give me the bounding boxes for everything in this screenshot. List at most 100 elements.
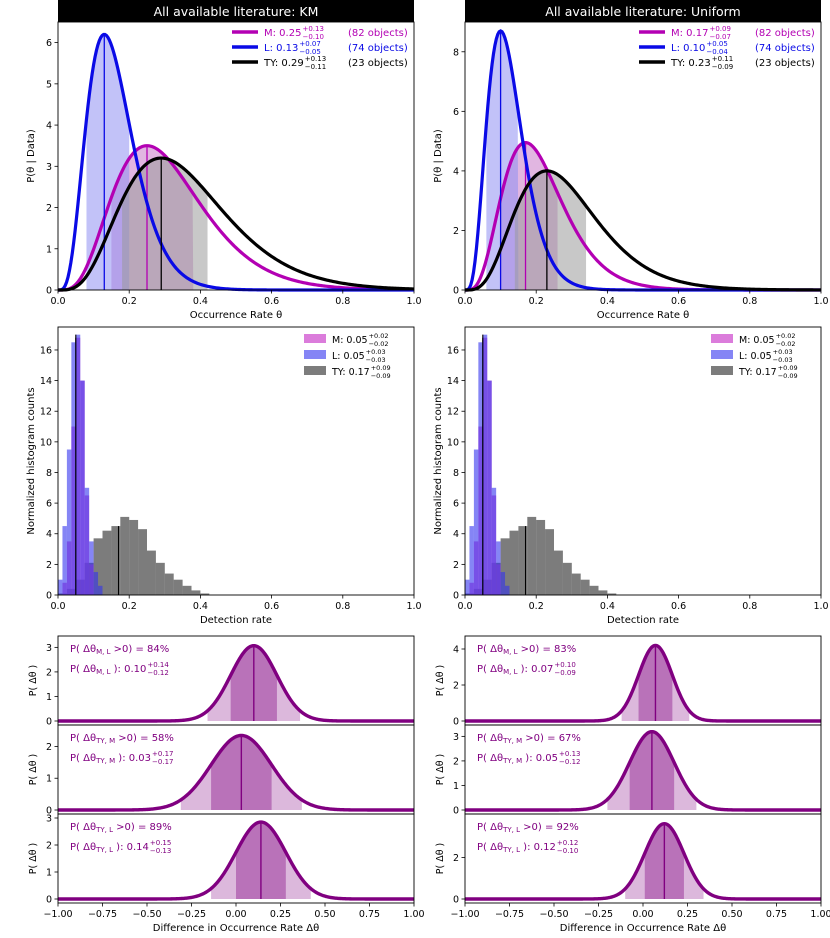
x-axis-label: Difference in Occurrence Rate Δθ — [153, 923, 319, 934]
legend-minus: −0.02 — [369, 340, 389, 348]
hist-bar-l — [487, 380, 492, 595]
difference-chart: 0 2 4 P( Δθ ) P( ΔθM, L >0) = 83% P( ΔθM, L )… — [435, 635, 830, 934]
value-annotation: P( ΔθTY, M ): 0.05 — [477, 753, 558, 765]
y-tick-label: 12 — [447, 407, 459, 418]
hist-bar-l — [505, 585, 510, 595]
x-tick-label: 0.00 — [225, 909, 246, 920]
hist-bar-ty — [173, 579, 183, 595]
hist-bar-ty — [182, 585, 192, 595]
y-axis-label: P( Δθ ) — [28, 754, 39, 786]
hist-bar-ty — [500, 538, 510, 595]
legend-minus: −0.03 — [366, 356, 386, 364]
x-tick-label: 0.0 — [50, 601, 65, 612]
hist-bar-ty — [518, 526, 528, 595]
legend-swatch-m — [711, 334, 733, 343]
value-annotation: P( ΔθTY, L ): 0.14 — [70, 842, 149, 854]
probability-annotation: P( ΔθTY, M >0) = 58% — [70, 733, 174, 745]
axes-frame — [464, 21, 822, 291]
legend-plus: +0.11 — [712, 55, 733, 63]
y-tick-label: 8 — [46, 468, 52, 479]
difference-curve — [58, 643, 414, 723]
y-tick-label: 2 — [46, 560, 52, 571]
legend-label-l: L: 0.05 — [739, 351, 772, 362]
hist-bar-ty — [580, 579, 590, 595]
hist-bar-ty — [536, 519, 546, 595]
hist-bar-ty — [200, 593, 210, 595]
legend-minus: −0.09 — [712, 63, 733, 71]
legend-minus: −0.09 — [371, 372, 391, 380]
legend-minus: −0.09 — [778, 372, 798, 380]
posterior-chart: All available literature: KM 0.0 0.2 0.4 0.6… — [26, 0, 422, 321]
detection-chart: 0.0 0.2 0.4 0.6 0.8 1.0 0 2 4 6 8 10 12 14 16 Detection… — [26, 326, 422, 626]
x-axis-label: Occurrence Rate θ — [190, 310, 283, 321]
y-tick-label: 6 — [46, 38, 52, 49]
hist-bar-l — [62, 526, 67, 595]
y-tick-label: 0 — [453, 717, 459, 728]
x-tick-label: 0.75 — [766, 909, 787, 920]
axes-frame — [57, 21, 415, 291]
hist-bar-ty — [509, 530, 519, 595]
y-tick-label: 2 — [453, 226, 459, 237]
hist-bar-ty — [102, 530, 112, 595]
x-tick-label: 0.2 — [122, 601, 137, 612]
legend-plus: +0.02 — [369, 332, 389, 340]
hist-bar-l — [75, 334, 81, 595]
hist-bar-l — [80, 380, 85, 595]
difference-curve — [58, 820, 414, 901]
legend-count: (82 objects) — [755, 28, 815, 39]
hist-bar-ty — [545, 529, 554, 595]
legend-label-m: M: 0.05 — [739, 335, 775, 346]
value-minus: −0.10 — [557, 847, 578, 855]
value-annotation: P( ΔθTY, L ): 0.12 — [477, 842, 556, 854]
legend-count: (23 objects) — [348, 58, 408, 69]
hist-bar-l — [491, 487, 497, 595]
legend-minus: −0.11 — [305, 63, 326, 71]
hist-bar-l — [89, 541, 94, 595]
hist-bar-l — [71, 342, 76, 595]
x-tick-label: 0.6 — [264, 296, 279, 307]
y-tick-label: 0 — [453, 591, 459, 602]
legend-minus: −0.03 — [773, 356, 793, 364]
hist-bar-l — [98, 585, 103, 595]
x-axis-label: Detection rate — [200, 615, 272, 626]
y-tick-label: 10 — [447, 437, 459, 448]
hist-bar-l — [58, 579, 63, 595]
legend-label-l: L: 0.10 — [671, 43, 705, 54]
x-tick-label: 0.4 — [600, 296, 615, 307]
legend-count: (23 objects) — [755, 58, 815, 69]
value-minus: −0.12 — [147, 669, 168, 677]
x-tick-label: 1.0 — [406, 296, 421, 307]
difference-curve — [465, 643, 821, 723]
y-tick-label: 2 — [453, 853, 459, 864]
legend-plus: +0.09 — [709, 25, 730, 33]
y-tick-label: 10 — [40, 437, 52, 448]
probability-annotation: P( ΔθM, L >0) = 84% — [70, 644, 169, 656]
credible-region-l — [86, 34, 130, 290]
x-tick-label: −0.50 — [132, 909, 161, 920]
value-annotation: P( ΔθM, L ): 0.10 — [70, 664, 146, 676]
value-annotation: P( ΔθTY, M ): 0.03 — [70, 753, 151, 765]
y-tick-label: 8 — [453, 468, 459, 479]
legend-plus: +0.09 — [371, 364, 391, 372]
legend-plus: +0.07 — [299, 40, 320, 48]
legend-label-ty: TY: 0.17 — [331, 367, 370, 378]
value-minus: −0.12 — [559, 758, 580, 766]
value-minus: −0.17 — [152, 758, 173, 766]
hist-bar-l — [482, 334, 488, 595]
hist-bar-l — [478, 342, 483, 595]
y-axis-label: P(θ | Data) — [433, 129, 444, 183]
y-tick-label: 12 — [40, 407, 52, 418]
y-tick-label: 0 — [46, 806, 52, 817]
x-tick-label: 0.2 — [122, 296, 137, 307]
x-tick-label: 0.25 — [677, 909, 698, 920]
x-axis-label: Detection rate — [607, 615, 679, 626]
y-tick-label: 6 — [453, 107, 459, 118]
probability-annotation: P( ΔθTY, M >0) = 67% — [477, 733, 581, 745]
probability-annotation: P( ΔθM, L >0) = 83% — [477, 644, 576, 656]
probability-annotation: P( ΔθTY, L >0) = 89% — [70, 822, 172, 834]
x-tick-label: 0.4 — [193, 296, 208, 307]
axes-frame — [57, 326, 415, 596]
legend-plus: +0.13 — [302, 25, 323, 33]
hist-bar-ty — [598, 590, 608, 595]
